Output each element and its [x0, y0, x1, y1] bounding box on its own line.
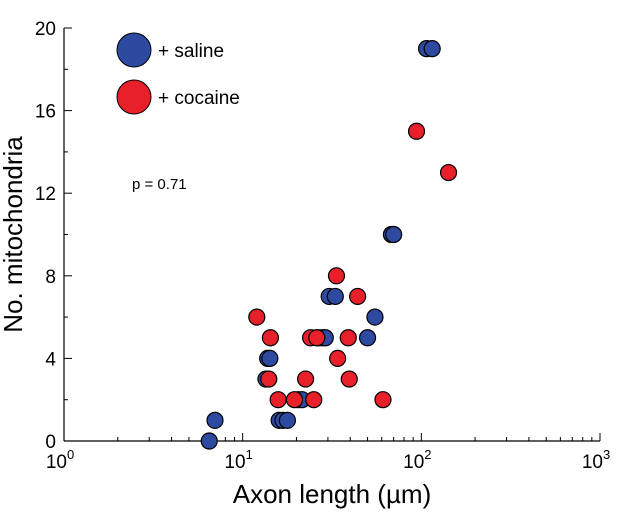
- cocaine-point: [305, 391, 323, 409]
- legend-cocaine-marker: [116, 79, 152, 115]
- legend-saline-label: + saline: [158, 41, 224, 62]
- x-tick-label: 101: [224, 447, 252, 473]
- y-axis-ticks: 0 4 8 12 16 20: [35, 19, 72, 453]
- p-value-annotation: p = 0.71: [132, 176, 187, 193]
- saline-point: [206, 411, 224, 429]
- y-tick-label: 12: [35, 184, 56, 205]
- saline-point: [358, 329, 377, 347]
- saline-point: [200, 432, 218, 450]
- cocaine-point: [439, 163, 458, 182]
- y-tick-label: 16: [35, 102, 56, 123]
- saline-point: [385, 225, 403, 244]
- saline-point: [278, 411, 297, 429]
- x-tick-label: 102: [403, 447, 431, 473]
- saline-point: [261, 349, 279, 367]
- cocaine-point: [349, 287, 367, 306]
- y-tick-label: 0: [45, 432, 56, 453]
- saline-point: [423, 40, 441, 58]
- cocaine-point: [261, 329, 280, 347]
- cocaine-point: [329, 349, 347, 367]
- legend-saline-marker: [116, 32, 152, 68]
- legend-cocaine-label: + cocaine: [158, 88, 240, 109]
- data-points: [200, 40, 458, 450]
- x-tick-label: 103: [582, 447, 610, 473]
- saline-point: [326, 287, 344, 306]
- cocaine-point: [339, 329, 357, 347]
- cocaine-point: [269, 391, 287, 409]
- cocaine-point: [296, 370, 315, 388]
- cocaine-point: [374, 391, 392, 409]
- y-tick-label: 8: [45, 267, 56, 288]
- y-axis-label: No. mitochondria: [0, 136, 28, 333]
- cocaine-point: [285, 391, 304, 409]
- cocaine-point: [248, 308, 266, 326]
- cocaine-point: [308, 329, 326, 347]
- legend: + saline + cocaine: [116, 32, 240, 115]
- y-tick-label: 20: [35, 19, 56, 40]
- x-axis-label: Axon length (µm): [233, 479, 432, 509]
- y-tick-label: 4: [45, 349, 56, 370]
- cocaine-point: [327, 267, 346, 285]
- saline-point: [366, 308, 384, 326]
- cocaine-point: [260, 370, 278, 388]
- cocaine-point: [407, 122, 426, 140]
- cocaine-point: [340, 370, 358, 388]
- x-axis-ticks: 100 101 102 103: [46, 433, 610, 473]
